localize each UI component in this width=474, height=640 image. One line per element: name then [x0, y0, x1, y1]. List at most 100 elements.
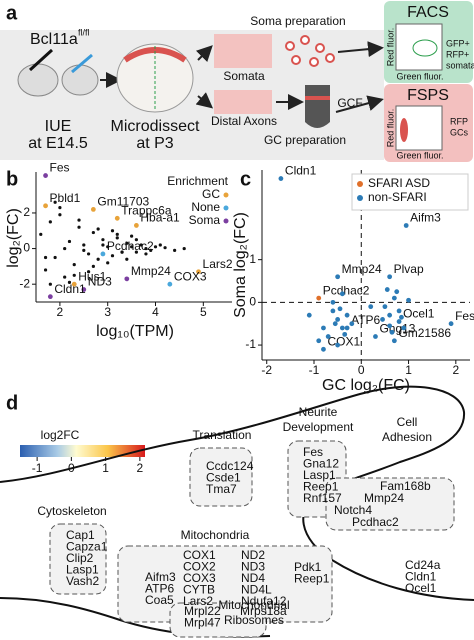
point	[149, 248, 153, 252]
point	[139, 243, 143, 247]
gene: Tma7	[206, 482, 237, 496]
point	[114, 215, 120, 221]
gene: Ccdc124	[206, 459, 254, 473]
point	[391, 338, 397, 344]
point	[339, 291, 345, 297]
legend-marker	[357, 195, 363, 201]
tube	[305, 85, 330, 128]
point	[100, 251, 106, 257]
point	[330, 308, 336, 314]
legend-label: Soma	[189, 213, 221, 227]
gene: Cap1	[66, 528, 95, 542]
point-label: Pbld1	[50, 191, 81, 205]
point	[43, 173, 48, 178]
point-label: COX3	[174, 269, 207, 283]
point-label: Lars2	[203, 257, 233, 271]
gene: Pcdhac2	[352, 515, 399, 529]
point	[153, 245, 158, 249]
point	[373, 334, 378, 339]
point	[91, 264, 95, 268]
group-box	[169, 602, 267, 638]
iue: IUE	[45, 118, 72, 135]
point	[382, 304, 388, 310]
gene: Fam168b	[380, 479, 431, 493]
point	[339, 325, 345, 331]
point	[81, 287, 87, 292]
fsps-gate: RFP	[450, 116, 468, 126]
point-label: Hus1	[78, 269, 106, 283]
x-tick-label: -1	[309, 363, 320, 377]
gene: Rnf157	[303, 491, 342, 505]
group-title: Translation	[193, 428, 252, 442]
point-label: Hba-a1	[140, 211, 180, 225]
point	[325, 334, 331, 339]
group-title: Adhesion	[382, 430, 432, 444]
point-label: Trappc6a	[121, 203, 172, 217]
colorbar-tick-label: 0	[68, 461, 75, 475]
gc-prep: GC preparation	[264, 133, 346, 147]
group-boxes	[49, 440, 455, 638]
point	[72, 263, 76, 267]
gene: COX2	[183, 560, 216, 574]
point	[67, 239, 72, 244]
legend-marker	[223, 192, 229, 198]
facs-gate	[412, 39, 438, 57]
point	[306, 312, 312, 318]
facs-x-label: Green fluor.	[396, 71, 443, 81]
gene: Csde1	[206, 471, 241, 485]
point	[120, 250, 124, 254]
point	[344, 325, 350, 331]
group-title: Cell	[397, 415, 418, 429]
point	[82, 248, 86, 252]
arrow	[335, 95, 384, 113]
x-tick-label: 3	[104, 305, 111, 319]
group-title: Mitochondrial	[218, 598, 289, 612]
gene: Lasp1	[66, 563, 99, 577]
legend-box	[351, 173, 469, 211]
point	[106, 245, 110, 249]
gene: Vash2	[66, 574, 99, 588]
gene: Capza1	[66, 540, 108, 554]
x-tick-label: 2	[452, 363, 459, 377]
colorbar	[20, 445, 145, 457]
legend-label: None	[191, 200, 220, 214]
point	[380, 317, 385, 322]
point-label: Fes	[50, 161, 70, 175]
y-tick-label: 2	[23, 205, 30, 219]
dissect-age: at P3	[136, 135, 173, 152]
x-tick-label: 5	[200, 305, 207, 319]
gene: ATP6	[145, 582, 174, 596]
point	[130, 234, 134, 238]
gene: Reep1	[294, 572, 330, 586]
point	[158, 243, 162, 247]
y-tick-label: -2	[19, 276, 30, 290]
point	[101, 238, 105, 242]
colorbar-tick-label: -1	[32, 461, 43, 475]
point	[91, 230, 95, 235]
point	[448, 321, 454, 327]
somata: Somata	[223, 69, 265, 83]
gene: Mrpl47	[184, 616, 221, 630]
group-title: Neurite	[299, 405, 338, 419]
point	[48, 220, 52, 224]
genotype: fl/fl	[78, 27, 90, 37]
point	[133, 223, 139, 228]
point	[167, 281, 173, 287]
fsps-y-label: Red fluor.	[385, 109, 395, 148]
gene: Ndufa12	[241, 594, 287, 608]
legend-label: non-SFARI	[368, 190, 427, 204]
colorbar-tick-label: 1	[102, 461, 109, 475]
fsps-gate: GCs	[450, 127, 469, 137]
point	[106, 261, 110, 265]
point	[125, 241, 129, 245]
gene: Clip2	[66, 551, 94, 565]
point	[43, 268, 48, 272]
gene: Pdk1	[294, 560, 322, 574]
facs-plot	[395, 23, 443, 71]
colorbar-tick-label: 2	[137, 461, 144, 475]
point	[401, 325, 407, 331]
point	[368, 304, 374, 310]
point	[144, 246, 148, 251]
point	[72, 273, 76, 277]
point	[96, 257, 100, 261]
